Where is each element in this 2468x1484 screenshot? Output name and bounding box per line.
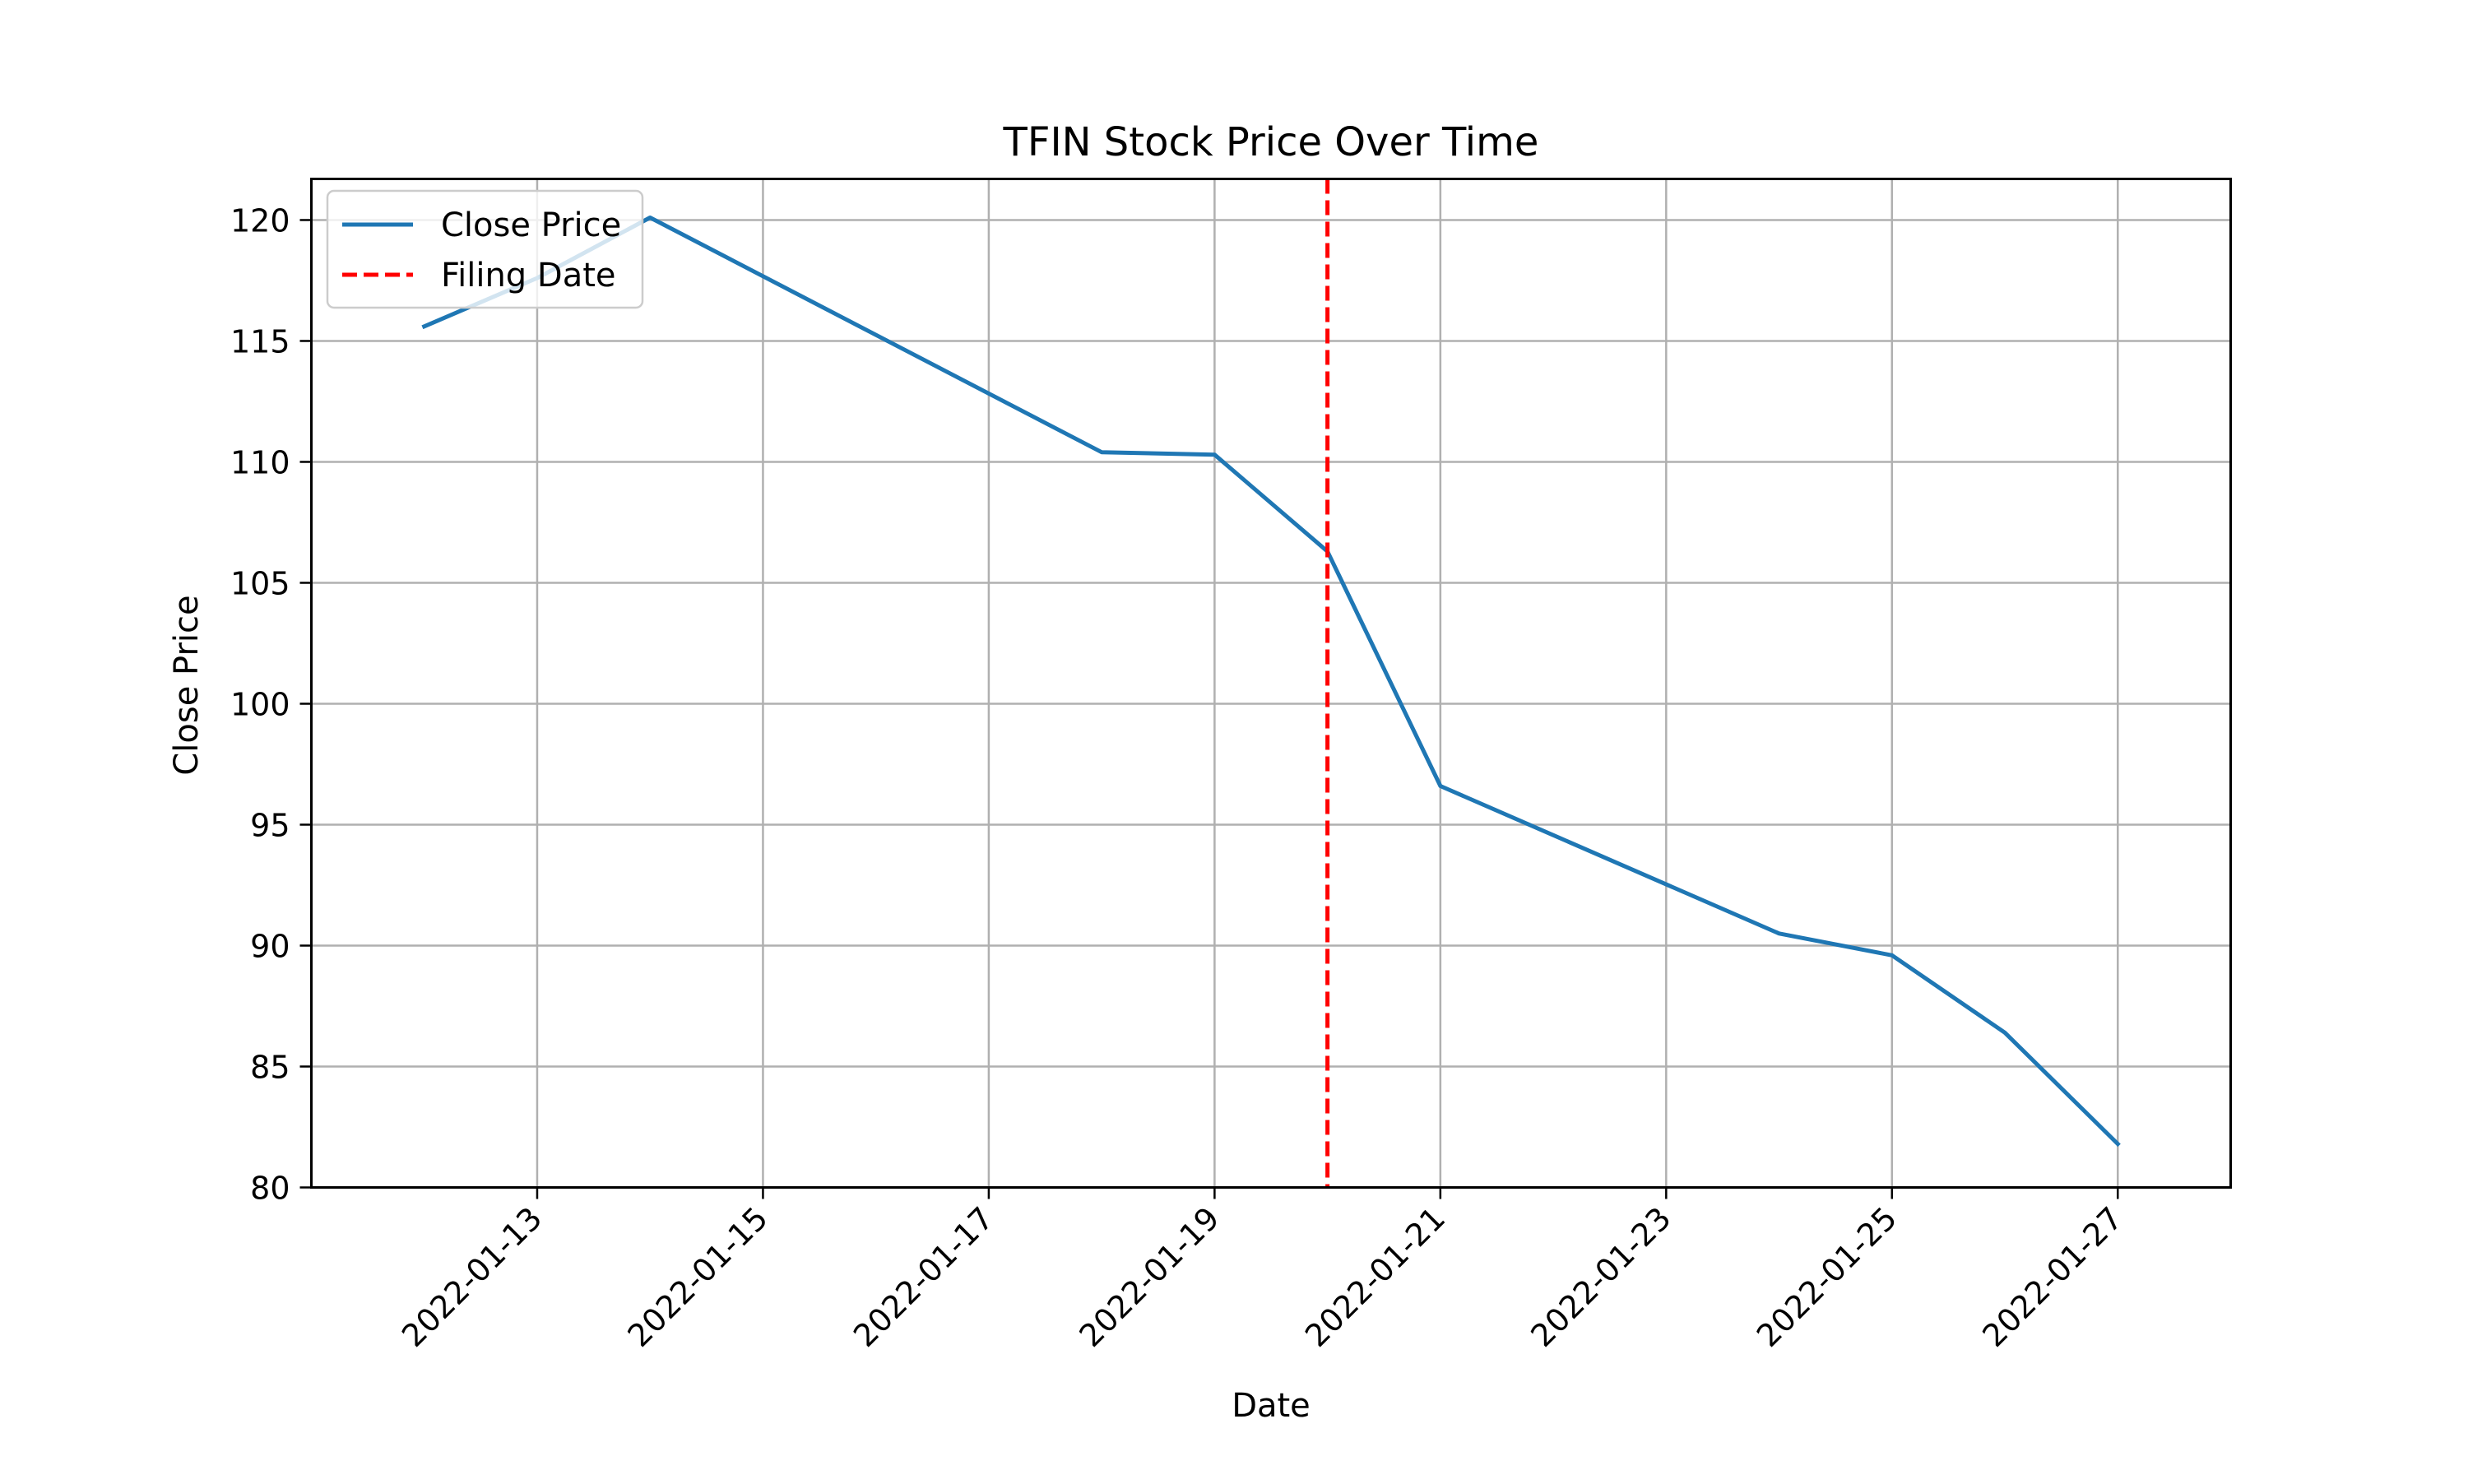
x-tick-label: 2022-01-25 bbox=[1750, 1200, 1904, 1354]
chart-title: TFIN Stock Price Over Time bbox=[1003, 119, 1539, 165]
close-price-point bbox=[2005, 1032, 2006, 1033]
y-axis-label: Close Price bbox=[168, 595, 206, 775]
x-tick-label: 2022-01-15 bbox=[621, 1200, 775, 1354]
grid bbox=[311, 179, 2231, 1189]
legend-close-price-label: Close Price bbox=[441, 206, 621, 244]
y-tick-label: 105 bbox=[230, 565, 290, 601]
legend: Close Price Filing Date bbox=[326, 189, 644, 309]
x-tick-label: 2022-01-23 bbox=[1524, 1200, 1677, 1354]
x-tick-label: 2022-01-13 bbox=[395, 1200, 549, 1354]
y-tick-label: 95 bbox=[250, 807, 290, 843]
y-tick-label: 115 bbox=[230, 323, 290, 359]
close-price-point bbox=[1891, 955, 1892, 956]
y-tick-label: 90 bbox=[250, 928, 290, 964]
y-tick-label: 80 bbox=[250, 1171, 290, 1207]
x-tick-label: 2022-01-27 bbox=[1975, 1200, 2129, 1354]
x-tick-label: 2022-01-19 bbox=[1072, 1200, 1226, 1354]
close-price-point bbox=[650, 217, 651, 218]
y-tick-label: 100 bbox=[230, 686, 290, 722]
plot-frame bbox=[310, 178, 2232, 1189]
axis-ticks: 2022-01-13 2022-01-15 2022-01-17 2022-01-19… bbox=[230, 202, 2130, 1354]
legend-box bbox=[326, 189, 644, 309]
y-tick-label: 85 bbox=[250, 1049, 290, 1085]
close-price-line bbox=[421, 216, 2121, 1148]
x-tick-label: 2022-01-17 bbox=[847, 1200, 1000, 1354]
y-tick-label: 120 bbox=[230, 202, 290, 239]
legend-filing-date-label: Filing Date bbox=[441, 257, 616, 294]
plot-area bbox=[421, 179, 2121, 1188]
x-tick-label: 2022-01-21 bbox=[1298, 1200, 1452, 1354]
close-price-point bbox=[1214, 454, 1215, 455]
x-axis-label: Date bbox=[1232, 1387, 1311, 1425]
y-tick-label: 110 bbox=[230, 444, 290, 480]
